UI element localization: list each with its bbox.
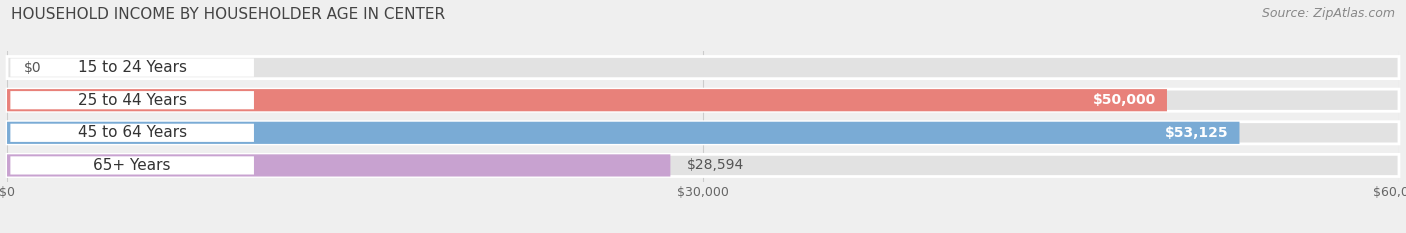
Text: 25 to 44 Years: 25 to 44 Years xyxy=(77,93,187,108)
Text: 15 to 24 Years: 15 to 24 Years xyxy=(77,60,187,75)
FancyBboxPatch shape xyxy=(10,91,254,109)
FancyBboxPatch shape xyxy=(10,156,254,175)
FancyBboxPatch shape xyxy=(7,154,671,177)
FancyBboxPatch shape xyxy=(7,56,1399,79)
Text: $28,594: $28,594 xyxy=(688,158,744,172)
FancyBboxPatch shape xyxy=(10,124,254,142)
Text: $0: $0 xyxy=(24,61,41,75)
Text: Source: ZipAtlas.com: Source: ZipAtlas.com xyxy=(1261,7,1395,20)
Text: $50,000: $50,000 xyxy=(1092,93,1156,107)
Text: 45 to 64 Years: 45 to 64 Years xyxy=(77,125,187,140)
Text: 65+ Years: 65+ Years xyxy=(93,158,172,173)
FancyBboxPatch shape xyxy=(7,154,1399,177)
FancyBboxPatch shape xyxy=(7,89,1167,111)
FancyBboxPatch shape xyxy=(7,89,1399,111)
Text: $53,125: $53,125 xyxy=(1164,126,1229,140)
FancyBboxPatch shape xyxy=(7,122,1240,144)
Text: HOUSEHOLD INCOME BY HOUSEHOLDER AGE IN CENTER: HOUSEHOLD INCOME BY HOUSEHOLDER AGE IN C… xyxy=(11,7,446,22)
FancyBboxPatch shape xyxy=(10,58,254,77)
FancyBboxPatch shape xyxy=(7,122,1399,144)
